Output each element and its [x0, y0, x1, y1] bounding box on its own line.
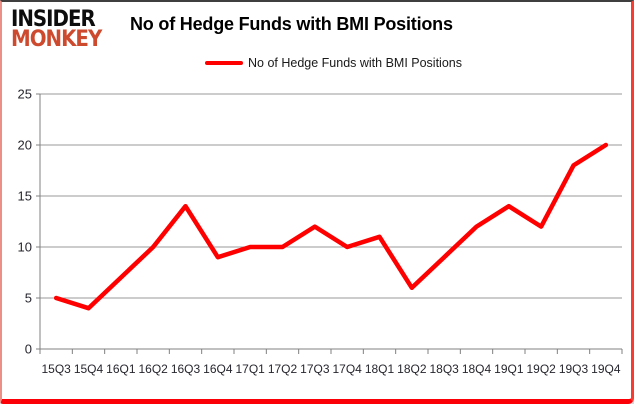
legend-label: No of Hedge Funds with BMI Positions — [248, 56, 462, 70]
x-tick-label: 19Q1 — [494, 362, 524, 376]
x-tick-label: 18Q1 — [365, 362, 395, 376]
x-axis-labels: 15Q3 15Q4 16Q1 16Q2 16Q3 16Q4 17Q1 17Q2 17Q3 17Q4… — [41, 362, 620, 376]
x-tick-label: 17Q4 — [332, 362, 362, 376]
x-tick-label: 16Q4 — [203, 362, 233, 376]
x-tick-label: 15Q3 — [41, 362, 71, 376]
legend: No of Hedge Funds with BMI Positions — [2, 56, 631, 70]
x-tick-label: 16Q2 — [138, 362, 168, 376]
x-tick-label: 19Q2 — [526, 362, 556, 376]
x-tick-label: 17Q2 — [268, 362, 298, 376]
x-tick-label: 19Q4 — [591, 362, 621, 376]
x-tick-label: 18Q3 — [429, 362, 459, 376]
y-tick-label: 10 — [18, 240, 32, 255]
x-tick-label: 17Q1 — [235, 362, 265, 376]
gridlines — [36, 93, 622, 350]
y-tick-label: 5 — [25, 291, 32, 306]
axes — [39, 94, 623, 354]
insider-monkey-logo: INSIDER MONKEY — [11, 7, 102, 52]
logo-word-insider: INSIDER — [11, 7, 96, 32]
y-axis-labels: 0 5 10 15 20 25 — [18, 87, 32, 357]
y-tick-label: 20 — [18, 138, 32, 153]
x-tick-label: 16Q3 — [171, 362, 201, 376]
x-tick-label: 18Q4 — [462, 362, 492, 376]
x-tick-label: 17Q3 — [300, 362, 330, 376]
legend-line-swatch-icon — [205, 61, 243, 65]
y-tick-label: 25 — [18, 87, 32, 102]
x-tick-label: 16Q1 — [106, 362, 136, 376]
x-tick-label: 18Q2 — [397, 362, 427, 376]
y-tick-label: 0 — [25, 342, 32, 357]
series-line — [53, 142, 609, 311]
y-tick-label: 15 — [18, 189, 32, 204]
logo-word-monkey: MONKEY — [11, 27, 102, 52]
x-tick-label: 19Q3 — [559, 362, 589, 376]
chart-title: No of Hedge Funds with BMI Positions — [130, 14, 453, 34]
x-tick-label: 15Q4 — [74, 362, 104, 376]
